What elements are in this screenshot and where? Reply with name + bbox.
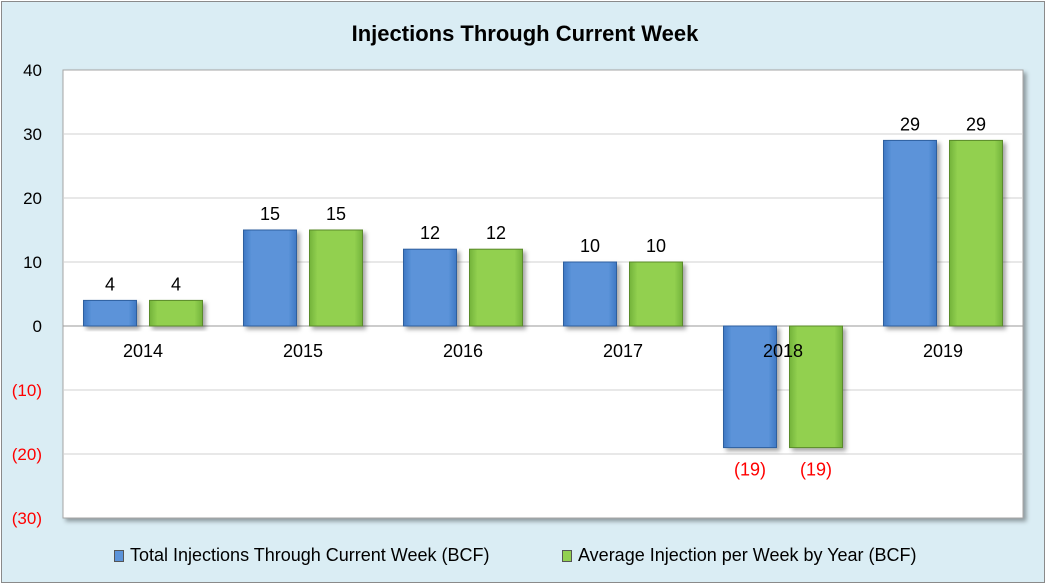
legend-item-total: Total Injections Through Current Week (B…: [114, 545, 489, 566]
data-label: 12: [420, 223, 440, 243]
bar: [83, 299, 137, 327]
legend: Total Injections Through Current Week (B…: [2, 545, 1048, 569]
bar: [309, 229, 363, 327]
y-tick-label: 20: [23, 189, 42, 208]
category-label: 2015: [283, 341, 323, 361]
bar: [723, 325, 777, 449]
data-label: 4: [171, 274, 181, 294]
y-tick-label: 40: [23, 61, 42, 80]
bar: [789, 325, 843, 449]
y-tick-label: 0: [33, 317, 42, 336]
bar: [563, 261, 617, 327]
y-tick-label: (10): [12, 381, 42, 400]
data-label: (19): [734, 460, 766, 480]
data-label: 15: [326, 204, 346, 224]
bar: [949, 139, 1003, 327]
legend-label-average: Average Injection per Week by Year (BCF): [578, 545, 917, 565]
chart-title: Injections Through Current Week: [351, 21, 699, 46]
data-label: 15: [260, 204, 280, 224]
bar: [403, 248, 457, 327]
legend-item-average: Average Injection per Week by Year (BCF): [562, 545, 917, 566]
bar: [243, 229, 297, 327]
data-label: 4: [105, 274, 115, 294]
bar: [149, 299, 203, 327]
data-label: 29: [966, 114, 986, 134]
data-label: 10: [646, 236, 666, 256]
data-label: 12: [486, 223, 506, 243]
data-label: 29: [900, 114, 920, 134]
category-label: 2017: [603, 341, 643, 361]
category-label: 2016: [443, 341, 483, 361]
data-label: 10: [580, 236, 600, 256]
y-tick-label: (30): [12, 509, 42, 528]
legend-swatch-total: [114, 549, 124, 562]
bar: [469, 248, 523, 327]
category-label: 2019: [923, 341, 963, 361]
legend-label-total: Total Injections Through Current Week (B…: [130, 545, 490, 565]
data-label: (19): [800, 460, 832, 480]
y-tick-label: 30: [23, 125, 42, 144]
y-tick-label: (20): [12, 445, 42, 464]
category-label: 2014: [123, 341, 163, 361]
y-tick-label: 10: [23, 253, 42, 272]
category-label: 2018: [763, 341, 803, 361]
plot-area: [62, 69, 1024, 519]
legend-swatch-average: [562, 549, 572, 562]
bar: [629, 261, 683, 327]
bar: [883, 139, 937, 327]
